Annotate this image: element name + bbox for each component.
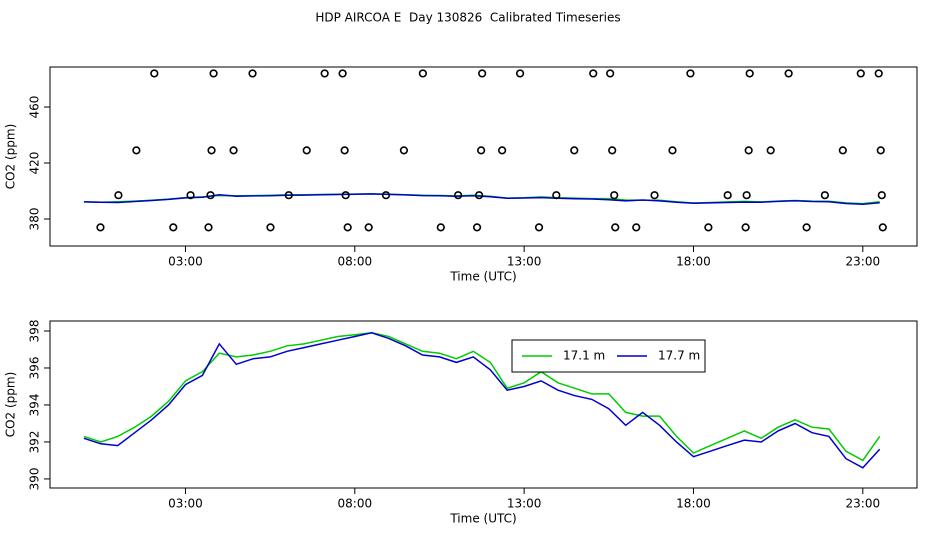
calibration-point	[552, 191, 561, 200]
x-tick-label: 03:00	[168, 255, 203, 269]
y-tick-label: 420	[28, 152, 42, 175]
calibration-point	[207, 146, 216, 155]
calibration-point	[766, 146, 775, 155]
calibration-point	[132, 146, 141, 155]
calibration-point	[186, 191, 195, 200]
x-tick-label: 18:00	[676, 255, 711, 269]
calibration-point	[477, 146, 486, 155]
calibration-point	[474, 191, 484, 200]
calibration-point	[150, 69, 159, 78]
series-line	[83, 332, 881, 469]
calibration-point	[668, 146, 677, 155]
calibration-point	[534, 223, 544, 232]
calibration-point	[589, 69, 598, 78]
calibration-point	[608, 146, 617, 155]
calibration-point	[876, 146, 885, 155]
calibration-point	[478, 69, 487, 78]
calibration-point	[169, 223, 178, 232]
y-tick-label: 380	[28, 208, 42, 231]
y-tick-label: 394	[28, 394, 42, 417]
calibration-point	[364, 223, 373, 232]
calibration-point	[745, 69, 754, 78]
x-tick-label: 13:00	[507, 255, 542, 269]
x-axis-label: Time (UTC)	[449, 270, 516, 284]
calibration-point	[399, 146, 409, 155]
calibration-point	[611, 223, 620, 232]
calibration-point	[266, 223, 275, 232]
calibration-point	[856, 69, 865, 78]
calibration-point	[878, 223, 887, 232]
calibration-point	[320, 69, 329, 78]
calibration-point	[341, 191, 350, 200]
calibration-point	[284, 191, 293, 200]
calibration-point	[723, 191, 732, 200]
calibration-point	[784, 69, 793, 78]
calibration-point	[820, 191, 829, 200]
calibration-point	[570, 146, 579, 155]
legend-label: 17.7 m	[658, 349, 700, 363]
calibration-point	[686, 69, 695, 78]
y-tick-label: 398	[28, 320, 42, 343]
calibration-point	[877, 191, 886, 200]
calibration-point	[418, 69, 427, 78]
calibration-point	[650, 191, 659, 200]
y-tick-label: 396	[28, 357, 42, 380]
calibration-point	[381, 191, 391, 200]
x-tick-label: 13:00	[507, 497, 542, 511]
calibration-point	[515, 69, 525, 78]
x-tick-label: 23:00	[846, 497, 881, 511]
legend-label: 17.1 m	[563, 349, 605, 363]
calibration-point	[338, 69, 347, 78]
y-tick-label: 460	[28, 96, 42, 119]
y-axis-label: CO2 (ppm)	[4, 124, 18, 190]
series-line	[83, 332, 881, 462]
y-axis-label: CO2 (ppm)	[4, 372, 18, 438]
calibration-point	[742, 191, 751, 200]
calibration-point	[741, 223, 750, 232]
x-axis-label: Time (UTC)	[449, 512, 516, 526]
x-tick-label: 23:00	[846, 255, 881, 269]
x-tick-label: 08:00	[338, 497, 373, 511]
calibration-point	[874, 69, 883, 78]
calibration-point	[472, 223, 482, 232]
x-tick-label: 03:00	[168, 497, 203, 511]
calibration-point	[498, 146, 507, 155]
calibration-point	[229, 146, 238, 155]
calibration-point	[206, 191, 215, 200]
calibration-point	[340, 146, 349, 155]
calibration-point	[343, 223, 352, 232]
y-tick-label: 390	[28, 467, 42, 490]
calibration-point	[96, 223, 105, 232]
calibration-point	[436, 223, 445, 232]
calibration-point	[744, 146, 753, 155]
calibration-point	[838, 146, 847, 155]
calibration-point	[209, 69, 218, 78]
x-tick-label: 08:00	[338, 255, 373, 269]
calibration-point	[204, 223, 213, 232]
calibration-point	[632, 223, 641, 232]
calibration-point	[704, 223, 713, 232]
calibration-point	[248, 69, 257, 78]
y-tick-label: 392	[28, 430, 42, 453]
calibration-point	[802, 223, 811, 232]
calibration-point	[606, 69, 615, 78]
chart-title: HDP AIRCOA E Day 130826 Calibrated Times…	[315, 11, 620, 25]
plot-frame	[49, 66, 918, 247]
calibration-point	[610, 191, 619, 200]
plot-frame	[49, 320, 918, 489]
calibration-point	[302, 146, 311, 155]
calibration-point	[453, 191, 463, 200]
calibration-point	[114, 191, 123, 200]
x-tick-label: 18:00	[676, 497, 711, 511]
